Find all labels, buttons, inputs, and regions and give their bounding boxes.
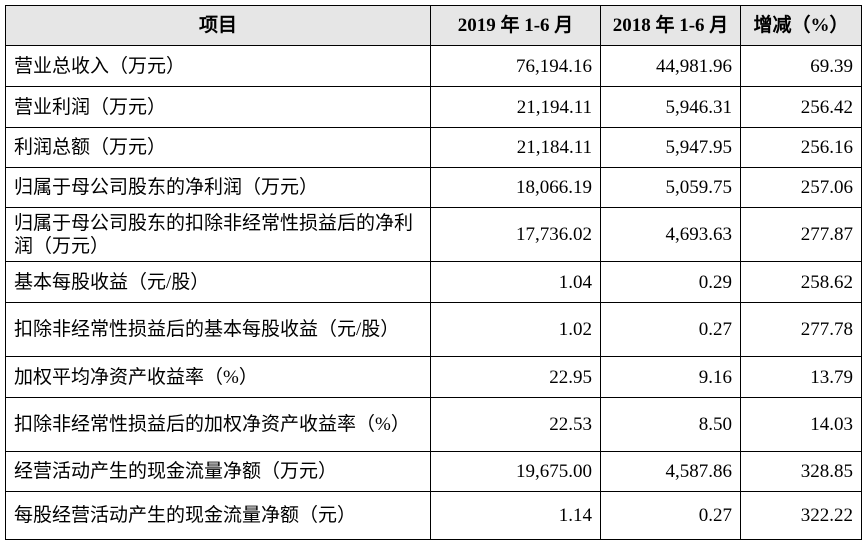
value-cell: 21,184.11 xyxy=(430,127,601,168)
value-cell: 0.29 xyxy=(600,261,741,303)
header-cell: 项目 xyxy=(5,5,431,46)
value-cell: 22.95 xyxy=(430,356,601,398)
value-cell: 258.62 xyxy=(740,261,862,303)
row-label: 每股经营活动产生的现金流量净额（元） xyxy=(5,491,431,540)
row-label: 营业总收入（万元） xyxy=(5,45,431,87)
value-cell: 1.02 xyxy=(430,302,601,357)
table-row: 扣除非经常性损益后的加权净资产收益率（%） 22.53 8.50 14.03 xyxy=(5,397,862,452)
table-row: 每股经营活动产生的现金流量净额（元） 1.14 0.27 322.22 xyxy=(5,491,862,540)
value-cell: 277.78 xyxy=(740,302,862,357)
value-cell: 22.53 xyxy=(430,397,601,452)
row-label: 经营活动产生的现金流量净额（万元） xyxy=(5,451,431,492)
value-cell: 18,066.19 xyxy=(430,167,601,208)
header-cell: 增减（%） xyxy=(740,5,862,46)
value-cell: 277.87 xyxy=(740,207,862,262)
value-cell: 4,587.86 xyxy=(600,451,741,492)
row-label: 营业利润（万元） xyxy=(5,86,431,128)
value-cell: 9.16 xyxy=(600,356,741,398)
value-cell: 17,736.02 xyxy=(430,207,601,262)
value-cell: 257.06 xyxy=(740,167,862,208)
value-cell: 8.50 xyxy=(600,397,741,452)
value-cell: 328.85 xyxy=(740,451,862,492)
value-cell: 14.03 xyxy=(740,397,862,452)
value-cell: 21,194.11 xyxy=(430,86,601,128)
value-cell: 4,693.63 xyxy=(600,207,741,262)
row-label: 扣除非经常性损益后的基本每股收益（元/股） xyxy=(5,302,431,357)
value-cell: 44,981.96 xyxy=(600,45,741,87)
value-cell: 1.14 xyxy=(430,491,601,540)
table-row: 利润总额（万元） 21,184.11 5,947.95 256.16 xyxy=(5,127,862,168)
header-row: 项目 2019 年 1-6 月 2018 年 1-6 月增减（%） xyxy=(5,5,862,46)
value-cell: 13.79 xyxy=(740,356,862,398)
row-label: 加权平均净资产收益率（%） xyxy=(5,356,431,398)
row-label: 归属于母公司股东的净利润（万元） xyxy=(5,167,431,208)
row-label: 归属于母公司股东的扣除非经常性损益后的净利润（万元） xyxy=(5,207,431,262)
value-cell: 0.27 xyxy=(600,491,741,540)
table-row: 营业利润（万元） 21,194.11 5,946.31 256.42 xyxy=(5,86,862,128)
value-cell: 1.04 xyxy=(430,261,601,303)
value-cell: 0.27 xyxy=(600,302,741,357)
value-cell: 322.22 xyxy=(740,491,862,540)
header-cell: 2018 年 1-6 月 xyxy=(600,5,741,46)
value-cell: 19,675.00 xyxy=(430,451,601,492)
row-label: 基本每股收益（元/股） xyxy=(5,261,431,303)
header-cell: 2019 年 1-6 月 xyxy=(430,5,601,46)
table-row: 扣除非经常性损益后的基本每股收益（元/股） 1.02 0.27 277.78 xyxy=(5,302,862,357)
value-cell: 5,059.75 xyxy=(600,167,741,208)
table-row: 经营活动产生的现金流量净额（万元） 19,675.00 4,587.86 328.85 xyxy=(5,451,862,492)
table-row: 归属于母公司股东的净利润（万元） 18,066.19 5,059.75 257.06 xyxy=(5,167,862,208)
data-table: 项目 2019 年 1-6 月 2018 年 1-6 月增减（%） 营业总收入（万元… xyxy=(5,5,862,540)
value-cell: 5,946.31 xyxy=(600,86,741,128)
value-cell: 76,194.16 xyxy=(430,45,601,87)
table-row: 加权平均净资产收益率（%） 22.95 9.16 13.79 xyxy=(5,356,862,398)
value-cell: 5,947.95 xyxy=(600,127,741,168)
table-row: 基本每股收益（元/股） 1.04 0.29 258.62 xyxy=(5,261,862,303)
value-cell: 256.42 xyxy=(740,86,862,128)
table-row: 营业总收入（万元） 76,194.16 44,981.96 69.39 xyxy=(5,45,862,87)
value-cell: 69.39 xyxy=(740,45,862,87)
value-cell: 256.16 xyxy=(740,127,862,168)
row-label: 利润总额（万元） xyxy=(5,127,431,168)
row-label: 扣除非经常性损益后的加权净资产收益率（%） xyxy=(5,397,431,452)
table-row: 归属于母公司股东的扣除非经常性损益后的净利润（万元） 17,736.02 4,693… xyxy=(5,207,862,262)
